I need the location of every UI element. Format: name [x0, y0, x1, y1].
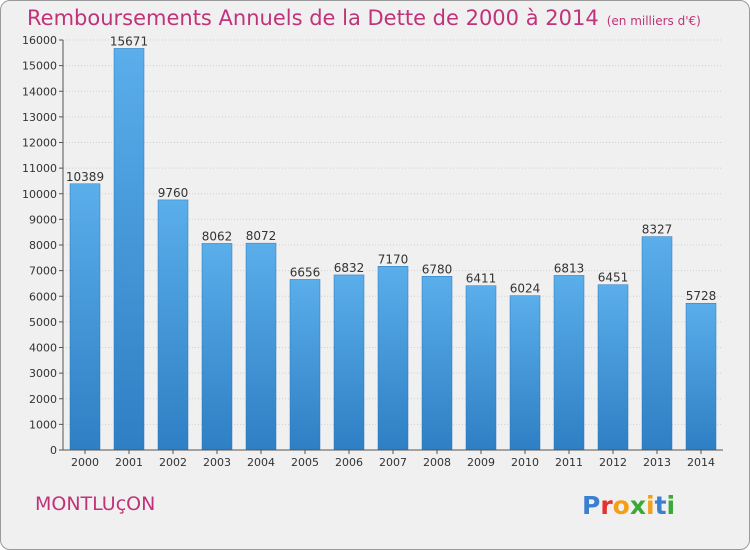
x-tick-label: 2004 [247, 456, 275, 469]
bar-value-label: 8327 [642, 223, 673, 237]
y-tick-label: 7000 [29, 265, 57, 278]
x-tick-label: 2012 [599, 456, 627, 469]
x-tick-label: 2009 [467, 456, 495, 469]
bar-value-label: 8072 [246, 229, 277, 243]
bar-value-label: 7170 [378, 252, 409, 266]
bar-2002[interactable] [158, 200, 188, 450]
bar-2005[interactable] [290, 279, 320, 450]
bar-2004[interactable] [246, 243, 276, 450]
bar-value-label: 6832 [334, 261, 365, 275]
y-tick-label: 3000 [29, 367, 57, 380]
y-tick-label: 0 [50, 444, 57, 457]
bar-2009[interactable] [466, 286, 496, 450]
logo-letter: i [646, 491, 655, 520]
bar-2001[interactable] [114, 48, 144, 450]
y-tick-label: 2000 [29, 393, 57, 406]
x-tick-label: 2005 [291, 456, 319, 469]
x-tick-label: 2010 [511, 456, 539, 469]
x-tick-label: 2002 [159, 456, 187, 469]
logo-letter: i [667, 491, 676, 520]
bar-2007[interactable] [378, 266, 408, 450]
logo-letter: t [655, 491, 667, 520]
bar-2003[interactable] [202, 243, 232, 450]
bar-layer: 10389 15671 9760 8062 8072 6656 6832 7170 6780 64… [66, 34, 716, 450]
bar-2011[interactable] [554, 275, 584, 450]
x-tick-label: 2007 [379, 456, 407, 469]
y-tick-label: 14000 [22, 85, 57, 98]
x-tick-label: 2000 [71, 456, 99, 469]
y-tick-label: 16000 [22, 34, 57, 47]
x-tick-label: 2001 [115, 456, 143, 469]
x-tick-label: 2013 [643, 456, 671, 469]
y-tick-label: 1000 [29, 418, 57, 431]
bar-value-label: 6780 [422, 262, 453, 276]
bar-value-label: 8062 [202, 229, 233, 243]
y-tick-label: 13000 [22, 111, 57, 124]
chart-frame: Remboursements Annuels de la Dette de 20… [0, 0, 750, 550]
bar-chart: 10389 15671 9760 8062 8072 6656 6832 7170 6780 64… [1, 1, 749, 549]
y-tick-label: 10000 [22, 188, 57, 201]
x-tick-label: 2014 [687, 456, 715, 469]
bar-value-label: 6451 [598, 271, 629, 285]
bar-2008[interactable] [422, 276, 452, 450]
bar-value-label: 6024 [510, 282, 541, 296]
bar-value-label: 6411 [466, 272, 497, 286]
logo-letter: P [582, 491, 600, 520]
bar-2006[interactable] [334, 275, 364, 450]
bar-value-label: 10389 [66, 170, 104, 184]
bar-value-label: 5728 [686, 289, 717, 303]
y-tick-label: 9000 [29, 213, 57, 226]
y-tick-label: 12000 [22, 137, 57, 150]
y-tick-label: 8000 [29, 239, 57, 252]
logo-letter: x [630, 491, 646, 520]
bar-2014[interactable] [686, 303, 716, 450]
y-tick-label: 6000 [29, 290, 57, 303]
bar-value-label: 6813 [554, 261, 585, 275]
bar-value-label: 15671 [110, 34, 148, 48]
logo-letter: o [613, 491, 630, 520]
bar-2010[interactable] [510, 296, 540, 450]
x-tick-label: 2008 [423, 456, 451, 469]
proxiti-logo[interactable]: Proxiti [582, 491, 675, 520]
x-tick-label: 2003 [203, 456, 231, 469]
city-name: MONTLUçON [35, 493, 155, 515]
y-tick-label: 5000 [29, 316, 57, 329]
x-tick-label: 2011 [555, 456, 583, 469]
bar-2000[interactable] [70, 184, 100, 450]
bar-2012[interactable] [598, 285, 628, 450]
x-tick-label: 2006 [335, 456, 363, 469]
y-tick-label: 4000 [29, 342, 57, 355]
bar-value-label: 9760 [158, 186, 189, 200]
y-tick-label: 11000 [22, 162, 57, 175]
bar-value-label: 6656 [290, 265, 321, 279]
bar-2013[interactable] [642, 237, 672, 450]
y-tick-label: 15000 [22, 60, 57, 73]
logo-letter: r [600, 491, 612, 520]
